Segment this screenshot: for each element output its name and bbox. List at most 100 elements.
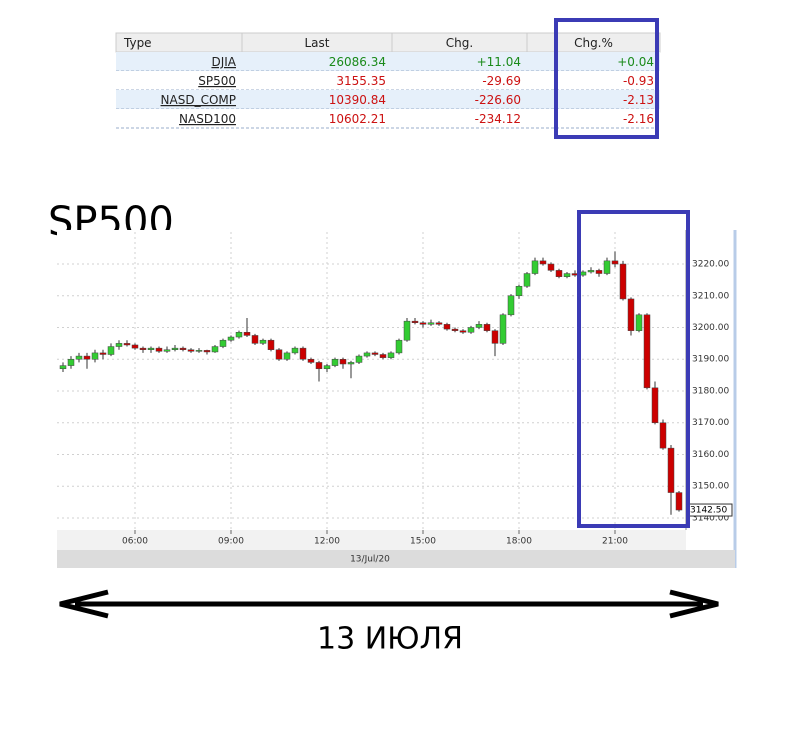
candle-body — [499, 314, 507, 344]
candle-body — [115, 343, 123, 347]
symbol-link[interactable]: NASD100 — [179, 112, 236, 126]
candle-body — [611, 260, 619, 265]
candle-body — [291, 347, 299, 354]
candle-body — [171, 347, 179, 350]
column-header: Chg.% — [574, 36, 613, 50]
plot-area — [57, 230, 686, 530]
candle-body — [443, 324, 451, 330]
table-cell: -29.69 — [482, 74, 521, 88]
x-tick-label: 18:00 — [506, 537, 532, 547]
y-tick-label: 3180.00 — [692, 386, 729, 396]
table-cell: 10390.84 — [329, 93, 386, 107]
candle-body — [491, 330, 499, 344]
candle-body — [75, 355, 83, 360]
candle-body — [555, 270, 563, 277]
candle-body — [547, 263, 555, 271]
candle-body — [507, 295, 515, 316]
candle-body — [467, 327, 475, 333]
candle-body — [203, 350, 211, 353]
table-row — [116, 52, 660, 71]
candle-body — [59, 365, 67, 370]
candle-body — [419, 322, 427, 325]
candle-body — [675, 492, 683, 511]
table-cell: -234.12 — [475, 112, 521, 126]
candle-body — [275, 349, 283, 360]
candle-body — [235, 332, 243, 338]
column-header: Last — [305, 36, 330, 50]
symbol-link[interactable]: DJIA — [211, 55, 236, 69]
candle-body — [483, 324, 491, 331]
x-axis-label: 13/Jul/20 — [350, 555, 390, 565]
candle-body — [451, 328, 459, 331]
table-row — [116, 71, 660, 90]
y-tick-label: 3210.00 — [692, 291, 729, 301]
candle-body — [347, 362, 355, 365]
x-axis-band — [57, 530, 686, 550]
candle-body — [187, 349, 195, 352]
candle-body — [395, 339, 403, 354]
candle-body — [251, 335, 259, 344]
y-tick-label: 3170.00 — [692, 418, 729, 428]
candle-body — [651, 387, 659, 423]
candle-body — [539, 260, 547, 265]
x-tick-label: 12:00 — [314, 537, 340, 547]
candle-body — [619, 263, 627, 300]
candle-body — [299, 347, 307, 360]
table-cell: -226.60 — [475, 93, 521, 107]
date-band — [57, 550, 735, 568]
symbol-link[interactable]: NASD_COMP — [161, 93, 236, 107]
table-cell: -2.13 — [623, 93, 654, 107]
arrow-head — [59, 589, 109, 619]
candle-body — [363, 352, 371, 357]
table-cell: 10602.21 — [329, 112, 386, 126]
candle-body — [155, 347, 163, 352]
candle-body — [475, 324, 483, 328]
candle-body — [107, 346, 115, 355]
candle-body — [315, 362, 323, 370]
column-header: Type — [123, 36, 152, 50]
candle-body — [227, 336, 235, 341]
last-price-label: 3142.50 — [690, 506, 727, 516]
highlight-box — [554, 18, 659, 139]
candle-body — [355, 355, 363, 363]
x-tick-label: 09:00 — [218, 537, 244, 547]
table-cell: -2.16 — [623, 112, 654, 126]
y-tick-label: 3150.00 — [692, 482, 729, 492]
candle-body — [563, 273, 571, 277]
candle-body — [267, 339, 275, 350]
candle-body — [627, 298, 635, 331]
candle-body — [459, 330, 467, 333]
annotation: 13 ИЮЛЯ — [317, 622, 463, 657]
candle-body — [323, 365, 331, 370]
candle-body — [603, 260, 611, 274]
candle-body — [283, 352, 291, 360]
candle-body — [371, 352, 379, 355]
x-tick-label: 15:00 — [410, 537, 436, 547]
candle-body — [587, 270, 595, 273]
candle-body — [195, 350, 203, 352]
candle-body — [411, 320, 419, 323]
candle-body — [387, 352, 395, 358]
symbol-link[interactable]: SP500 — [198, 74, 236, 88]
candle-body — [531, 260, 539, 274]
candle-body — [163, 349, 171, 352]
candle-body — [67, 358, 75, 366]
y-tick-label: 3220.00 — [692, 260, 729, 270]
highlight-box — [577, 210, 690, 528]
table-row — [116, 90, 660, 109]
candle-body — [435, 322, 443, 325]
candle-body — [99, 352, 107, 355]
candle-body — [259, 339, 267, 344]
candle-body — [91, 352, 99, 360]
candle-body — [307, 358, 315, 363]
candle-body — [243, 332, 251, 336]
table-cell: +0.04 — [617, 55, 654, 69]
column-header: Chg. — [446, 36, 473, 50]
y-tick-label: 3160.00 — [692, 450, 729, 460]
candle-body — [211, 346, 219, 353]
candle-body — [83, 355, 91, 360]
candle-body — [131, 344, 139, 349]
candle-body — [123, 343, 131, 346]
candle-body — [595, 270, 603, 274]
